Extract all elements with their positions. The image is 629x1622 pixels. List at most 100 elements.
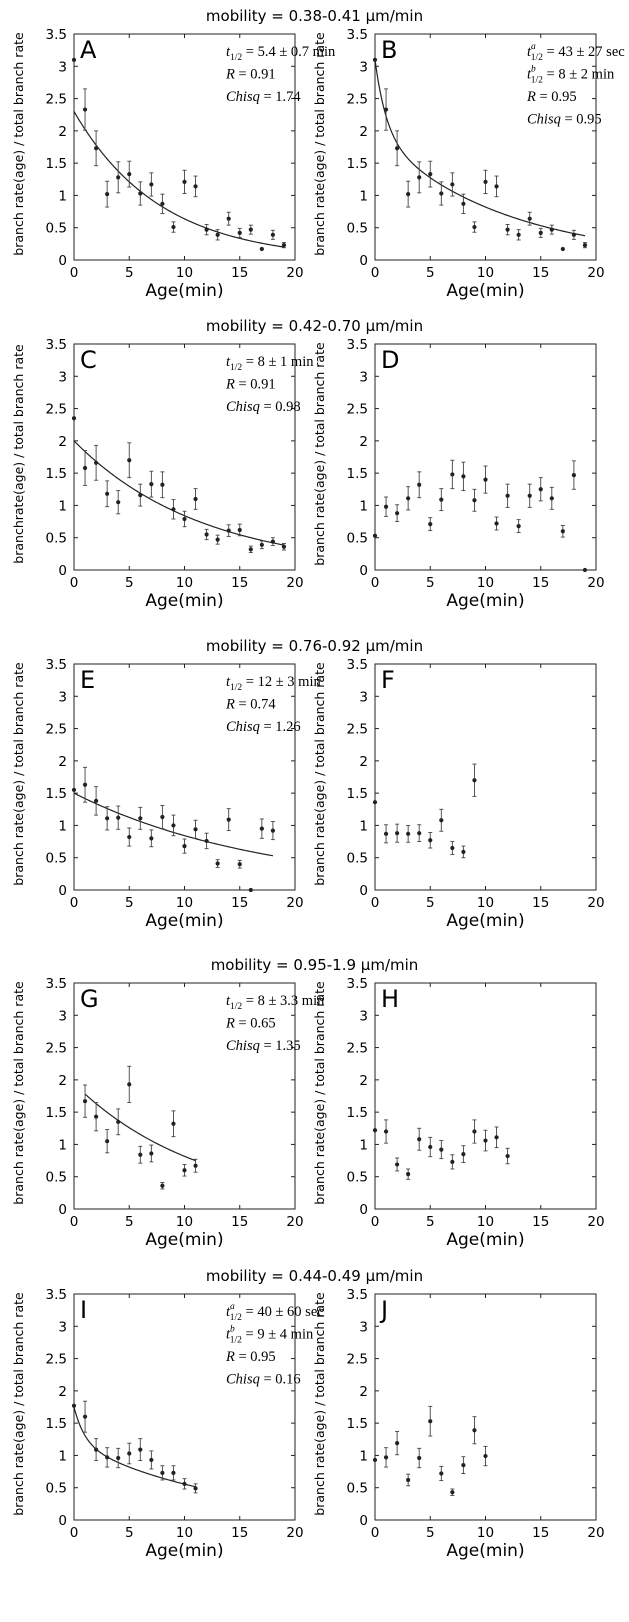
data-point: [82, 1400, 88, 1433]
stat-symbol: t: [226, 993, 231, 1009]
data-point: [160, 471, 165, 499]
stat-subscript: 1/2: [230, 1336, 242, 1346]
fit-stat: t1/2 = 12 ± 3 min: [226, 674, 321, 693]
panel-letter: I: [80, 1296, 87, 1324]
data-marker: [472, 1129, 477, 1134]
data-marker: [171, 1470, 176, 1475]
data-point: [127, 827, 132, 847]
stat-value: = 0.91: [235, 377, 276, 393]
data-marker: [116, 1119, 121, 1124]
data-marker: [428, 838, 433, 843]
data-point: [472, 488, 477, 512]
data-marker: [138, 191, 143, 196]
stat-symbol: R: [225, 377, 235, 393]
data-marker: [193, 1163, 198, 1168]
data-marker: [116, 175, 121, 180]
y-tick-label: 0: [58, 563, 67, 579]
data-marker: [259, 246, 264, 252]
data-point: [94, 444, 99, 481]
data-marker: [372, 1128, 378, 1133]
x-tick-label: 0: [70, 895, 79, 911]
x-tick-label: 20: [286, 895, 303, 911]
fit-curve: [374, 59, 586, 237]
data-marker: [571, 232, 577, 237]
data-marker: [395, 1441, 400, 1446]
y-tick-label: 0: [58, 1513, 67, 1529]
data-marker: [94, 798, 99, 803]
y-tick-label: 2.5: [46, 722, 67, 738]
data-marker: [395, 1162, 400, 1167]
data-marker: [461, 849, 466, 855]
fit-curve: [73, 1406, 196, 1488]
data-point: [428, 517, 433, 532]
data-point: [193, 175, 198, 198]
y-tick-label: 0.5: [347, 1170, 368, 1186]
data-marker: [94, 460, 99, 465]
data-marker: [494, 1135, 499, 1140]
y-tick-label: 0.5: [46, 221, 67, 237]
x-tick-label: 20: [587, 895, 604, 911]
x-tick-label: 15: [231, 575, 248, 591]
fit-curve: [84, 1093, 196, 1162]
data-marker: [383, 1455, 389, 1460]
x-axis-label: Age(min): [446, 1230, 524, 1250]
panel-j: 0 5 10 15 20 0 0.5 1 1.5 2 2.5 3 3.5 Age(min) branch r…: [312, 1287, 605, 1561]
y-tick-label: 1.5: [347, 1105, 368, 1121]
x-tick-label: 0: [70, 265, 79, 281]
data-marker: [281, 243, 287, 248]
data-point: [461, 1456, 466, 1474]
data-point: [483, 465, 488, 494]
data-point: [182, 1163, 187, 1177]
y-tick-label: 3.5: [46, 976, 67, 992]
data-marker: [160, 1470, 165, 1475]
data-marker: [516, 523, 521, 529]
data-point: [428, 160, 433, 188]
stat-symbol: Chisq: [226, 719, 260, 735]
data-marker: [94, 146, 99, 151]
fit-stat: R = 0.91: [225, 377, 276, 393]
x-tick-label: 5: [125, 1525, 134, 1541]
data-marker: [472, 778, 477, 783]
data-point: [226, 524, 231, 537]
data-marker: [439, 1147, 444, 1152]
data-marker: [204, 227, 209, 232]
data-marker: [461, 201, 466, 206]
data-marker: [483, 179, 488, 184]
fit-stat: t1/2 = 5.4 ± 0.7 min: [226, 44, 336, 63]
data-marker: [472, 498, 477, 503]
y-tick-label: 3: [359, 1319, 368, 1335]
data-marker: [248, 887, 253, 893]
data-marker: [281, 544, 287, 549]
data-point: [171, 1110, 176, 1138]
x-tick-label: 20: [587, 1525, 604, 1541]
y-axis-label: branch rate(age) / total branch rate: [312, 32, 327, 256]
x-axis-label: Age(min): [145, 1541, 223, 1561]
data-marker: [505, 227, 510, 232]
data-point: [450, 841, 455, 855]
y-tick-label: 1.5: [46, 156, 67, 172]
y-axis-label: branch rate(age) / total branch rate: [11, 981, 26, 1205]
data-point: [193, 1158, 198, 1173]
y-axis-label: branchrate(age) / total branch rate: [11, 344, 26, 564]
data-marker: [116, 815, 121, 820]
stat-value: = 8 ± 3.3 min: [242, 993, 325, 1009]
stat-subscript: 1/2: [230, 363, 242, 373]
data-marker: [428, 1419, 433, 1424]
data-marker: [193, 496, 198, 502]
y-tick-label: 3: [359, 1008, 368, 1024]
stat-subscript: 1/2: [230, 1002, 242, 1012]
panel-f: 0 5 10 15 20 0 0.5 1 1.5 2 2.5 3 3.5 Age(min) branch r…: [312, 657, 605, 931]
stat-value: = 0.95: [536, 89, 577, 105]
data-marker: [116, 500, 121, 505]
data-point: [549, 224, 554, 235]
fit-curve: [73, 440, 285, 546]
data-point: [406, 180, 411, 208]
data-point: [450, 1154, 455, 1170]
data-marker: [461, 474, 466, 479]
y-tick-label: 0: [58, 253, 67, 269]
fit-stat: R = 0.74: [225, 697, 276, 713]
data-point: [505, 483, 510, 508]
fit-stat: tb 1/2 = 9 ± 4 min: [226, 1325, 314, 1346]
x-tick-label: 20: [587, 575, 604, 591]
data-point: [171, 814, 176, 837]
